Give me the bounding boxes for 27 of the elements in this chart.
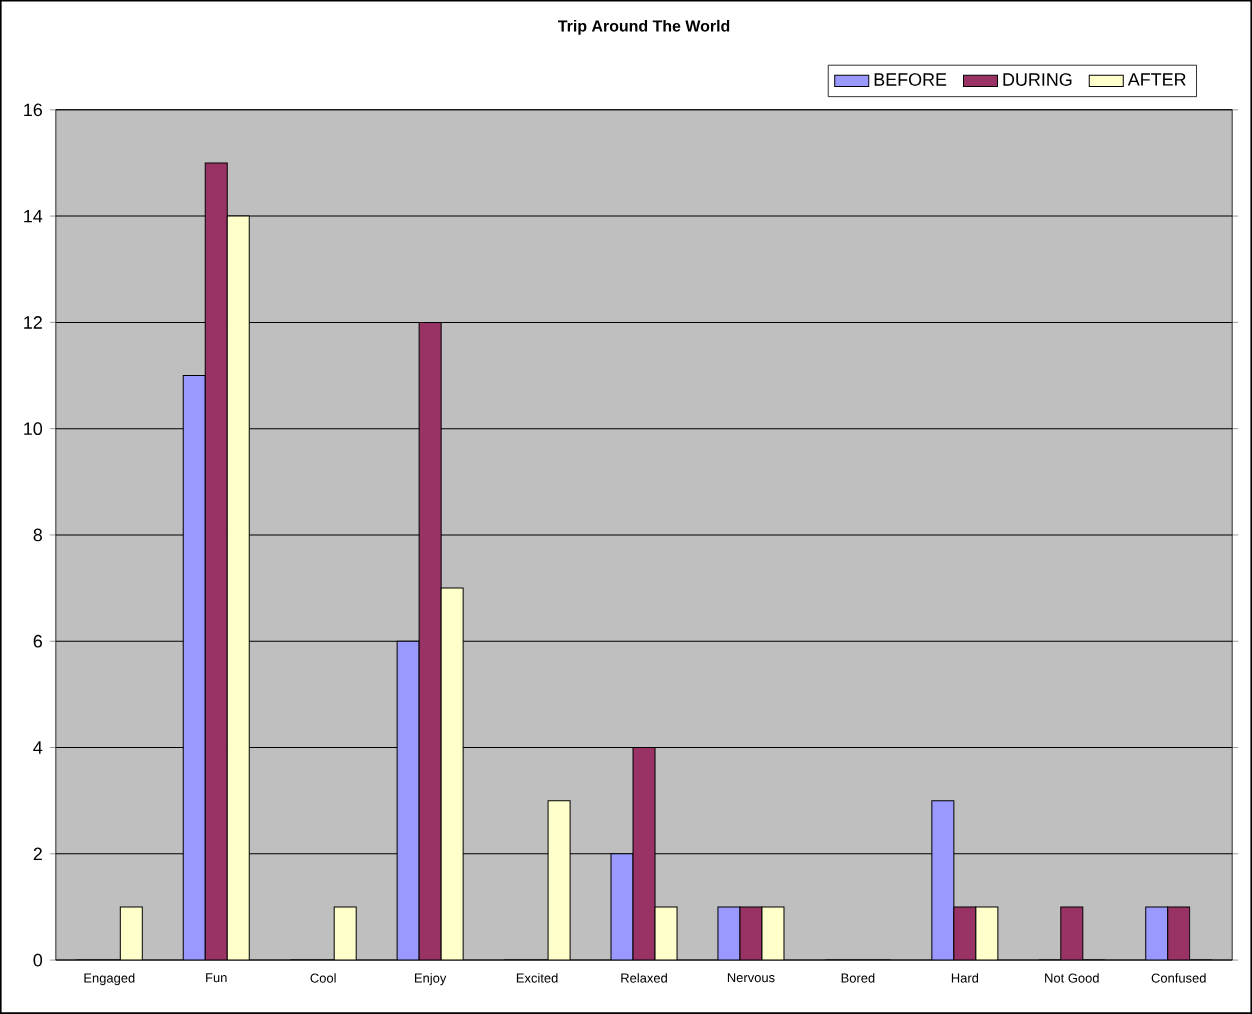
- bar: [182, 375, 206, 961]
- bar: [204, 162, 228, 961]
- legend-label: AFTER: [1127, 73, 1186, 86]
- y-tick-label: 4: [33, 741, 43, 754]
- bar: [119, 906, 143, 961]
- bar: [396, 640, 420, 961]
- bar: [1060, 906, 1084, 961]
- legend-label: BEFORE: [874, 73, 947, 86]
- y-tick-label: 8: [33, 528, 42, 542]
- legend-label: DURING: [1003, 73, 1072, 86]
- y-tick-label: 2: [33, 847, 42, 861]
- y-tick-label: 16: [24, 103, 42, 117]
- bar: [1167, 906, 1191, 961]
- bar: [440, 587, 464, 961]
- y-tick-label: 6: [33, 634, 42, 648]
- bar: [547, 800, 571, 961]
- y-tick-label: 0: [33, 953, 43, 967]
- bar: [632, 747, 656, 961]
- y-tick-label: 12: [24, 316, 42, 329]
- y-tick-label: 14: [24, 209, 43, 223]
- bar: [931, 800, 955, 961]
- bar: [1145, 906, 1169, 961]
- bar: [226, 215, 250, 961]
- y-tick-label: 10: [24, 422, 43, 436]
- bar: [610, 853, 634, 961]
- bar: [418, 321, 442, 961]
- bar: [333, 906, 357, 961]
